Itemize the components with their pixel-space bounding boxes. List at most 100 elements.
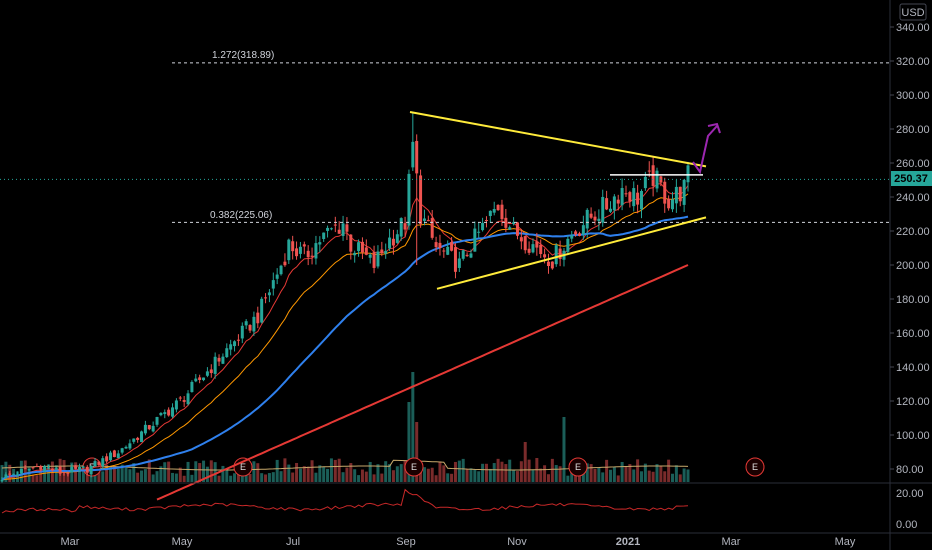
candle-body xyxy=(450,242,454,251)
candle-body xyxy=(570,235,574,239)
candle-body xyxy=(267,292,271,296)
volume-bar xyxy=(550,458,554,482)
volume-bar xyxy=(233,473,237,482)
volume-bar xyxy=(388,464,392,482)
volume-bar xyxy=(426,468,430,482)
volume-bar xyxy=(194,461,198,482)
breakout-arrow xyxy=(692,125,718,175)
candle-body xyxy=(159,412,163,416)
candle-body xyxy=(171,407,175,417)
volume-bar xyxy=(612,466,616,482)
candle-body xyxy=(225,348,229,358)
volume-bar xyxy=(337,458,341,482)
candle-body xyxy=(419,175,423,225)
candle-body xyxy=(229,344,233,350)
volume-bar xyxy=(186,461,190,482)
volume-bar xyxy=(616,475,620,482)
candle-body xyxy=(271,280,275,289)
volume-bar xyxy=(663,471,667,482)
volume-bar xyxy=(686,469,690,482)
candle-body xyxy=(686,165,690,183)
candle-body xyxy=(279,265,283,275)
candle-body xyxy=(151,425,155,432)
candle-body xyxy=(143,424,147,434)
candle-body xyxy=(35,465,39,467)
volume-bar xyxy=(531,469,535,482)
volume-bar xyxy=(411,372,415,482)
candle-body xyxy=(550,261,554,269)
currency-badge[interactable] xyxy=(899,3,927,21)
candle-body xyxy=(283,261,287,266)
volume-bar xyxy=(403,460,407,482)
y-tick-label: 160.00 xyxy=(896,328,930,340)
candle-body xyxy=(85,466,89,473)
volume-bar xyxy=(527,459,531,482)
y-tick-label: 80.00 xyxy=(896,464,924,476)
volume-bar xyxy=(198,463,202,482)
candle-body xyxy=(43,466,47,472)
candle-body xyxy=(109,452,113,461)
moving-averages xyxy=(1,183,689,501)
candle-body xyxy=(453,247,457,272)
candle-body xyxy=(318,242,322,245)
candle-body xyxy=(574,231,578,235)
volume-bar xyxy=(151,474,155,482)
volume-bar xyxy=(136,472,140,482)
volume-bar xyxy=(283,458,287,482)
volume-bar xyxy=(43,467,47,482)
volume-bar xyxy=(271,472,275,482)
volume-bar xyxy=(415,422,419,482)
candle-body xyxy=(376,251,380,267)
osc-tick-label: 20.00 xyxy=(896,488,924,500)
earnings-marker-label: E xyxy=(575,462,581,472)
candle-body xyxy=(252,316,256,332)
candle-body xyxy=(597,218,601,222)
candle-body xyxy=(535,241,539,248)
candle-body xyxy=(403,223,407,230)
candle-body xyxy=(233,341,237,347)
volume-bar xyxy=(109,466,113,482)
volume-bar xyxy=(244,472,248,482)
volume-bar xyxy=(632,469,636,482)
volume-bar xyxy=(585,463,589,482)
candle-body xyxy=(353,252,357,256)
candle-body xyxy=(473,228,477,252)
candle-body xyxy=(256,312,260,324)
candle-body xyxy=(132,438,136,442)
candle-body xyxy=(558,248,562,259)
volume-bar xyxy=(120,464,124,482)
earnings-marker xyxy=(404,457,424,477)
candle-body xyxy=(310,255,314,257)
volume-bars: EEEEE xyxy=(0,372,765,482)
volume-bar xyxy=(380,473,384,482)
candle-body xyxy=(360,241,364,253)
volume-bar xyxy=(639,471,643,482)
candle-body xyxy=(8,473,12,475)
candle-body xyxy=(422,218,426,221)
candle-body xyxy=(186,393,190,405)
candle-body xyxy=(608,208,612,212)
volume-bar xyxy=(171,472,175,482)
candle-body xyxy=(27,469,31,471)
candle-body xyxy=(457,258,461,268)
breakout-arrowhead xyxy=(707,122,721,134)
candle-body xyxy=(345,224,349,232)
volume-bar xyxy=(597,467,601,482)
x-tick-label: Nov xyxy=(507,536,527,548)
volume-bar xyxy=(225,469,229,482)
candle-body xyxy=(469,253,473,258)
volume-bar xyxy=(190,474,194,482)
drawing-tools xyxy=(0,62,890,290)
volume-bar xyxy=(589,464,593,482)
earnings-marker-label: E xyxy=(752,462,758,472)
candle-body xyxy=(198,377,202,381)
candle-body xyxy=(112,450,116,458)
candle-body xyxy=(74,465,78,469)
y-tick-label: 220.00 xyxy=(896,226,930,238)
candle-body xyxy=(236,339,240,341)
volume-bar xyxy=(353,469,357,482)
volume-bar xyxy=(54,465,58,482)
volume-bar xyxy=(326,468,330,482)
